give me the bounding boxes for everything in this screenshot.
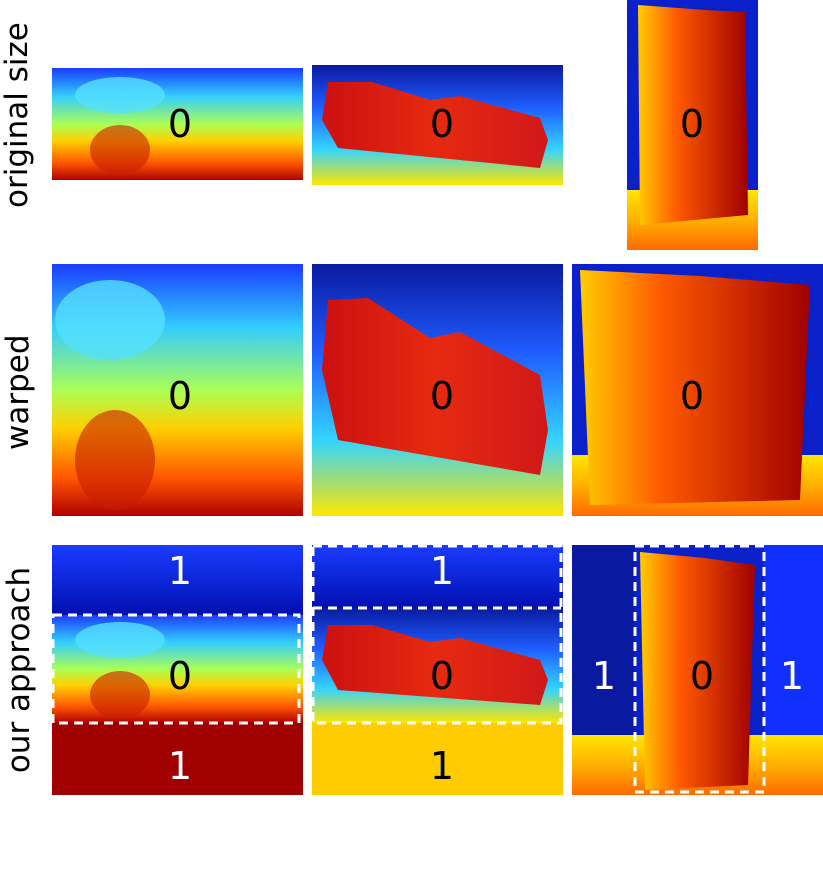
padding-label: 1 — [430, 549, 454, 593]
panel-original-1: 0 — [52, 68, 303, 180]
panel-approach-3: 1 0 1 — [572, 544, 823, 795]
panel-approach-1: 1 0 1 — [51, 545, 303, 795]
panel-label: 0 — [430, 374, 454, 418]
padding-label: 1 — [168, 549, 192, 593]
padding-label: 1 — [592, 654, 616, 698]
panel-label: 0 — [168, 102, 192, 146]
panel-label: 0 — [168, 654, 192, 698]
padding-label: 1 — [430, 744, 454, 788]
panel-label: 0 — [430, 654, 454, 698]
dashed-box — [633, 544, 766, 794]
dashed-box — [51, 613, 301, 725]
panel-original-2: 0 — [312, 65, 563, 185]
panel-approach-2: 1 0 1 — [311, 544, 563, 795]
panel-label: 0 — [680, 374, 704, 418]
padding-label: 1 — [168, 744, 192, 788]
panel-label: 0 — [690, 654, 714, 698]
dashed-box — [311, 544, 563, 725]
panel-warped-2: 0 — [312, 264, 563, 516]
panel-label: 0 — [680, 102, 704, 146]
panel-original-3: 0 — [627, 0, 758, 250]
padding-label: 1 — [780, 654, 804, 698]
panel-label: 0 — [168, 374, 192, 418]
panel-warped-1: 0 — [52, 264, 303, 516]
panel-label: 0 — [430, 102, 454, 146]
panel-warped-3: 0 — [572, 264, 823, 516]
